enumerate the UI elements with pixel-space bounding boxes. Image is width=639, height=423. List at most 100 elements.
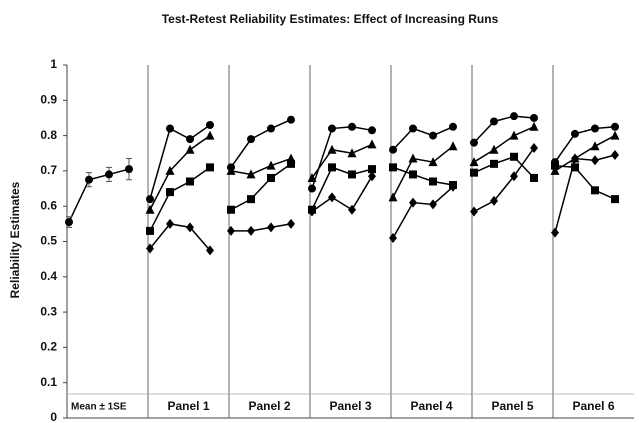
marker-circle [206,121,214,130]
series-line [149,134,211,211]
marker-circle [85,175,93,184]
marker-triangle [226,165,236,175]
marker-triangle [509,130,519,140]
y-tick-label: 0.2 [40,340,57,354]
y-tick-label: 0.1 [40,375,57,389]
marker-triangle [428,157,438,167]
series-line [473,155,535,179]
marker-square [409,170,417,179]
marker-diamond [389,232,397,243]
marker-triangle [610,130,620,140]
marker-circle [125,165,133,174]
marker-circle [308,184,316,193]
marker-diamond [530,142,538,153]
marker-square [328,163,336,172]
marker-diamond [287,218,295,229]
marker-diamond [227,225,235,236]
marker-diamond [470,206,478,217]
marker-triangle [307,172,317,182]
y-tick-label: 0.7 [40,163,57,177]
y-tick-label: 0.6 [40,198,57,212]
marker-diamond [551,227,559,238]
marker-circle [389,145,397,154]
panel-label: Panel 3 [329,399,371,413]
marker-diamond [267,222,275,233]
marker-square [490,159,498,168]
marker-triangle [388,192,398,202]
series-line [149,166,211,232]
marker-diamond [328,192,336,203]
panel-label: Panel 4 [410,399,452,413]
marker-square [368,165,376,174]
marker-square [166,188,174,197]
marker-triangle [367,139,377,149]
marker-circle [571,129,579,138]
series-line [311,143,373,179]
marker-square [247,195,255,204]
marker-square [348,170,356,179]
marker-diamond [368,171,376,182]
marker-square [186,177,194,186]
marker-triangle [529,121,539,131]
series-line [311,126,373,189]
marker-diamond [571,153,579,164]
series-line [473,126,535,163]
marker-square [530,173,538,182]
marker-circle [490,117,498,126]
marker-square [146,226,154,235]
marker-diamond [449,181,457,192]
marker-triangle [165,165,175,175]
marker-diamond [490,195,498,206]
marker-circle [409,124,417,133]
marker-triangle [266,160,276,170]
series-line [149,223,211,251]
marker-circle [470,138,478,147]
marker-circle [591,124,599,133]
series-line [230,119,292,168]
panel-label: Panel 2 [248,399,290,413]
marker-triangle [550,165,560,175]
marker-circle [429,131,437,140]
y-tick-label: 0.4 [40,269,57,283]
marker-triangle [489,144,499,154]
marker-square [267,173,275,182]
series-line [554,126,616,163]
marker-square [611,195,619,204]
marker-square [551,161,559,170]
marker-diamond [146,243,154,254]
marker-diamond [611,150,619,161]
marker-triangle [246,169,256,179]
marker-diamond [409,197,417,208]
marker-circle [510,112,518,121]
marker-circle [449,122,457,131]
chart-title: Test-Retest Reliability Estimates: Effec… [162,12,499,26]
series-line [473,115,535,144]
series-line [311,166,373,211]
marker-circle [348,122,356,131]
series-line [473,147,535,213]
marker-triangle [469,157,479,167]
marker-diamond [591,155,599,166]
panel-label: Mean ± 1SE [71,402,127,413]
marker-square [470,168,478,177]
marker-triangle [590,141,600,151]
series-line [554,134,616,172]
marker-square [510,152,518,161]
series-line [230,157,292,176]
marker-circle [611,122,619,131]
marker-triangle [347,148,357,158]
y-tick-label: 0.9 [40,92,57,106]
series-line [392,166,454,186]
panel-label: Panel 5 [491,399,533,413]
series-line [149,124,211,200]
marker-circle [186,135,194,144]
marker-circle [530,113,538,122]
marker-circle [267,124,275,133]
series-line [392,186,454,239]
marker-diamond [348,204,356,215]
series-line [311,175,373,213]
marker-triangle [327,144,337,154]
marker-square [287,159,295,168]
